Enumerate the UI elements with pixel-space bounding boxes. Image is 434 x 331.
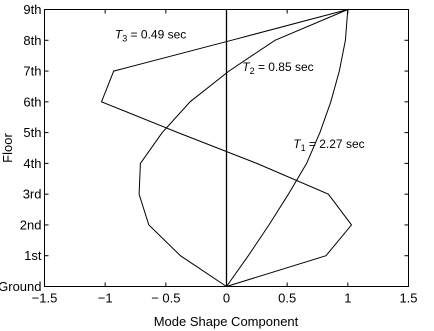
axis-ticks — [44, 9, 409, 287]
x-tick-label: −1.5 — [32, 291, 58, 306]
period-label-1: T1 = 2.27 sec — [293, 137, 364, 153]
x-tick-label: − 0.5 — [151, 291, 180, 306]
x-tick-label: 0 — [223, 291, 230, 306]
y-tick-label: 8th — [23, 33, 41, 48]
mode-shape-line-2 — [138, 9, 348, 287]
y-tick-label: 9th — [23, 2, 41, 17]
mode-shape-line-3 — [100, 9, 353, 287]
y-tick-label: 7th — [23, 64, 41, 79]
y-tick-label: Ground — [0, 279, 42, 294]
x-tick-label: 1 — [344, 291, 351, 306]
y-tick-label: 6th — [23, 94, 41, 109]
x-tick-label: −1 — [98, 291, 113, 306]
chart-marks — [100, 9, 353, 287]
period-label-3: T3 = 0.49 sec — [115, 28, 186, 44]
y-tick-label: 1st — [24, 248, 42, 263]
y-tick-label: 5th — [23, 125, 41, 140]
period-label-2: T2 = 0.85 sec — [242, 60, 313, 76]
mode-shape-line-1 — [226, 9, 349, 287]
y-tick-label: 2nd — [20, 217, 42, 232]
tick-labels: −1.5 −1 − 0.5 0 0.5 1 1.5 Ground 1st 2nd 3rd 4th 5th… — [0, 2, 418, 306]
x-axis-title: Mode Shape Component — [154, 314, 299, 329]
y-tick-label: 4th — [23, 156, 41, 171]
y-tick-label: 3rd — [23, 187, 42, 202]
y-axis-title: Floor — [0, 133, 15, 163]
period-annotations: T1 = 2.27 sec T2 = 0.85 sec T3 = 0.49 sec — [115, 28, 365, 153]
x-tick-label: 0.5 — [278, 291, 296, 306]
x-tick-label: 1.5 — [399, 291, 417, 306]
